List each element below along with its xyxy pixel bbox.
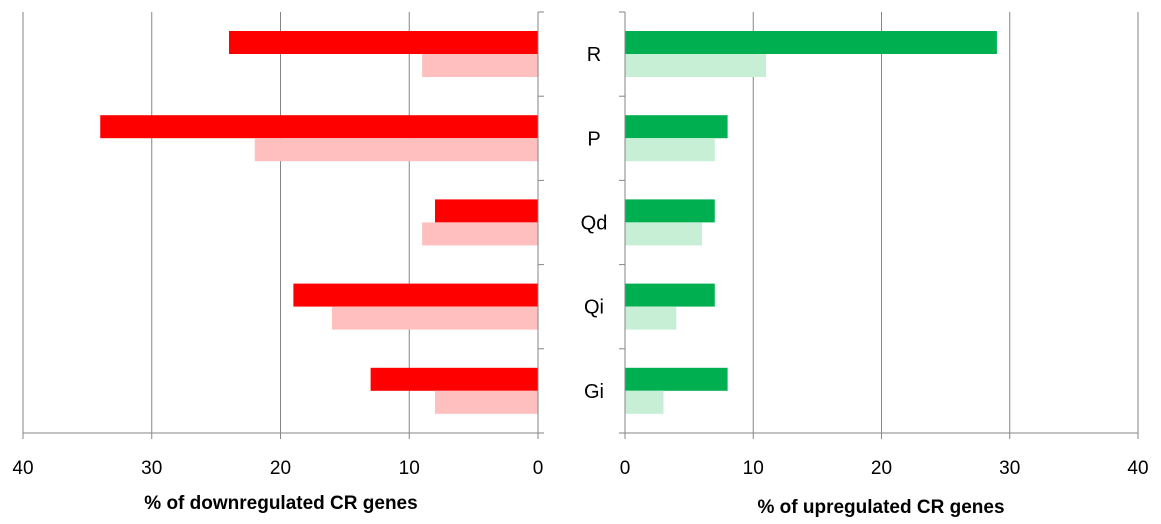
downregulated-axes <box>22 11 544 439</box>
category-label-qi: Qi <box>584 297 604 319</box>
downregulated-bar-s1-p <box>100 115 538 139</box>
downregulated-bar-s1-qd <box>435 199 538 223</box>
upregulated-bars <box>625 31 997 414</box>
upregulated-chart: 0 10 20 30 40 R P Qd Qi Gi % of upregulated CR g… <box>581 11 1149 518</box>
downregulated-gridlines <box>22 12 410 433</box>
downregulated-bar-s2-qd <box>422 222 538 246</box>
upregulated-bar-s1-qd <box>625 199 715 223</box>
category-label-qd: Qd <box>581 213 608 235</box>
downregulated-bar-s2-r <box>422 54 538 77</box>
upregulated-bar-s1-gi <box>625 367 728 391</box>
upregulated-bar-s2-qi <box>625 306 677 330</box>
x-tick-label-10: 10 <box>743 458 764 479</box>
x-tick-label-10: 10 <box>399 458 420 479</box>
x-tick-label-30: 30 <box>999 458 1020 479</box>
downregulated-bar-s2-gi <box>435 390 538 414</box>
downregulated-bar-s1-gi <box>370 367 538 391</box>
category-label-gi: Gi <box>584 381 604 403</box>
upregulated-tick-labels: 0 10 20 30 40 <box>620 458 1149 479</box>
upregulated-bar-s1-qi <box>625 283 715 307</box>
x-tick-label-0: 0 <box>620 458 631 479</box>
upregulated-bar-s2-qd <box>625 222 702 246</box>
upregulated-bar-s1-p <box>625 115 728 139</box>
x-tick-label-40: 40 <box>12 458 33 479</box>
x-tick-label-20: 20 <box>270 458 291 479</box>
x-tick-label-0: 0 <box>533 458 544 479</box>
downregulated-bar-s1-r <box>229 31 538 54</box>
upregulated-bar-s2-p <box>625 138 715 162</box>
downregulated-bar-s2-qi <box>332 306 538 330</box>
upregulated-axes <box>619 11 1139 439</box>
downregulated-tick-labels: 0 10 20 30 40 <box>12 458 543 479</box>
x-tick-label-40: 40 <box>1127 458 1148 479</box>
upregulated-bar-s1-r <box>625 31 997 54</box>
downregulated-bar-s2-p <box>254 138 538 162</box>
category-labels: R P Qd Qi Gi <box>581 44 608 403</box>
upregulated-bar-s2-gi <box>625 390 664 414</box>
upregulated-bar-s2-r <box>625 54 767 77</box>
upregulated-axis-title: % of upregulated CR genes <box>757 497 1004 518</box>
x-tick-label-30: 30 <box>141 458 162 479</box>
category-label-p: P <box>587 128 600 150</box>
category-label-r: R <box>587 44 601 66</box>
downregulated-axis-title: % of downregulated CR genes <box>144 493 417 514</box>
downregulated-chart: 0 10 20 30 40 % of downregulated CR genes <box>12 11 544 514</box>
upregulated-gridlines <box>752 12 1139 433</box>
x-tick-label-20: 20 <box>871 458 892 479</box>
downregulated-bar-s1-qi <box>293 283 538 307</box>
downregulated-bars <box>100 31 538 414</box>
